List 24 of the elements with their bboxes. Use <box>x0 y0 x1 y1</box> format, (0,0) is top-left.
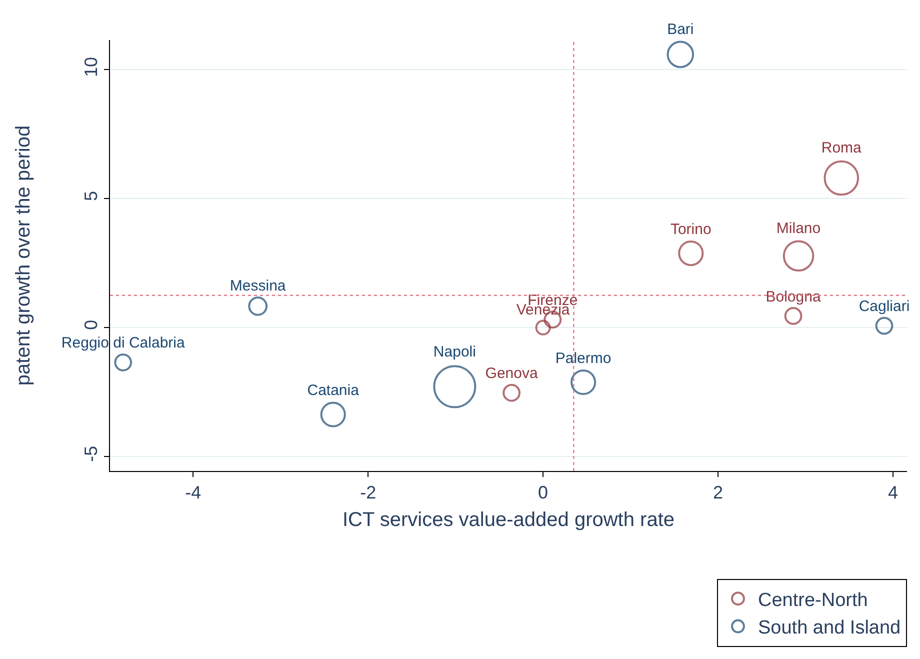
x-tick-label: 4 <box>888 482 898 503</box>
data-label: Genova <box>485 365 538 382</box>
data-label: Palermo <box>555 350 612 367</box>
data-label: Torino <box>670 220 712 238</box>
x-tick-label: 0 <box>538 482 548 503</box>
data-label: Catania <box>307 382 360 400</box>
data-label: Napoli <box>433 343 476 360</box>
y-tick-label: 0 <box>80 320 101 330</box>
y-axis-title: patent growth over the period <box>12 125 34 386</box>
legend-label: Centre-North <box>758 590 868 612</box>
y-tick-label: -5 <box>80 446 101 462</box>
data-label: Bari <box>667 20 694 38</box>
x-tick-label: -2 <box>360 482 376 503</box>
x-tick-label: 2 <box>713 482 724 503</box>
data-label: Milano <box>776 220 821 237</box>
data-label: Cagliari <box>858 298 910 316</box>
y-tick-label: 10 <box>80 56 101 77</box>
x-axis-title: ICT services value-added growth rate <box>342 509 675 532</box>
data-label: Roma <box>821 139 862 156</box>
legend-label: South and Island <box>758 618 901 639</box>
data-label: Reggio di Calabria <box>61 334 186 352</box>
x-tick-label: -4 <box>185 482 202 503</box>
data-label: Messina <box>230 278 286 295</box>
y-tick-label: 5 <box>80 190 101 201</box>
